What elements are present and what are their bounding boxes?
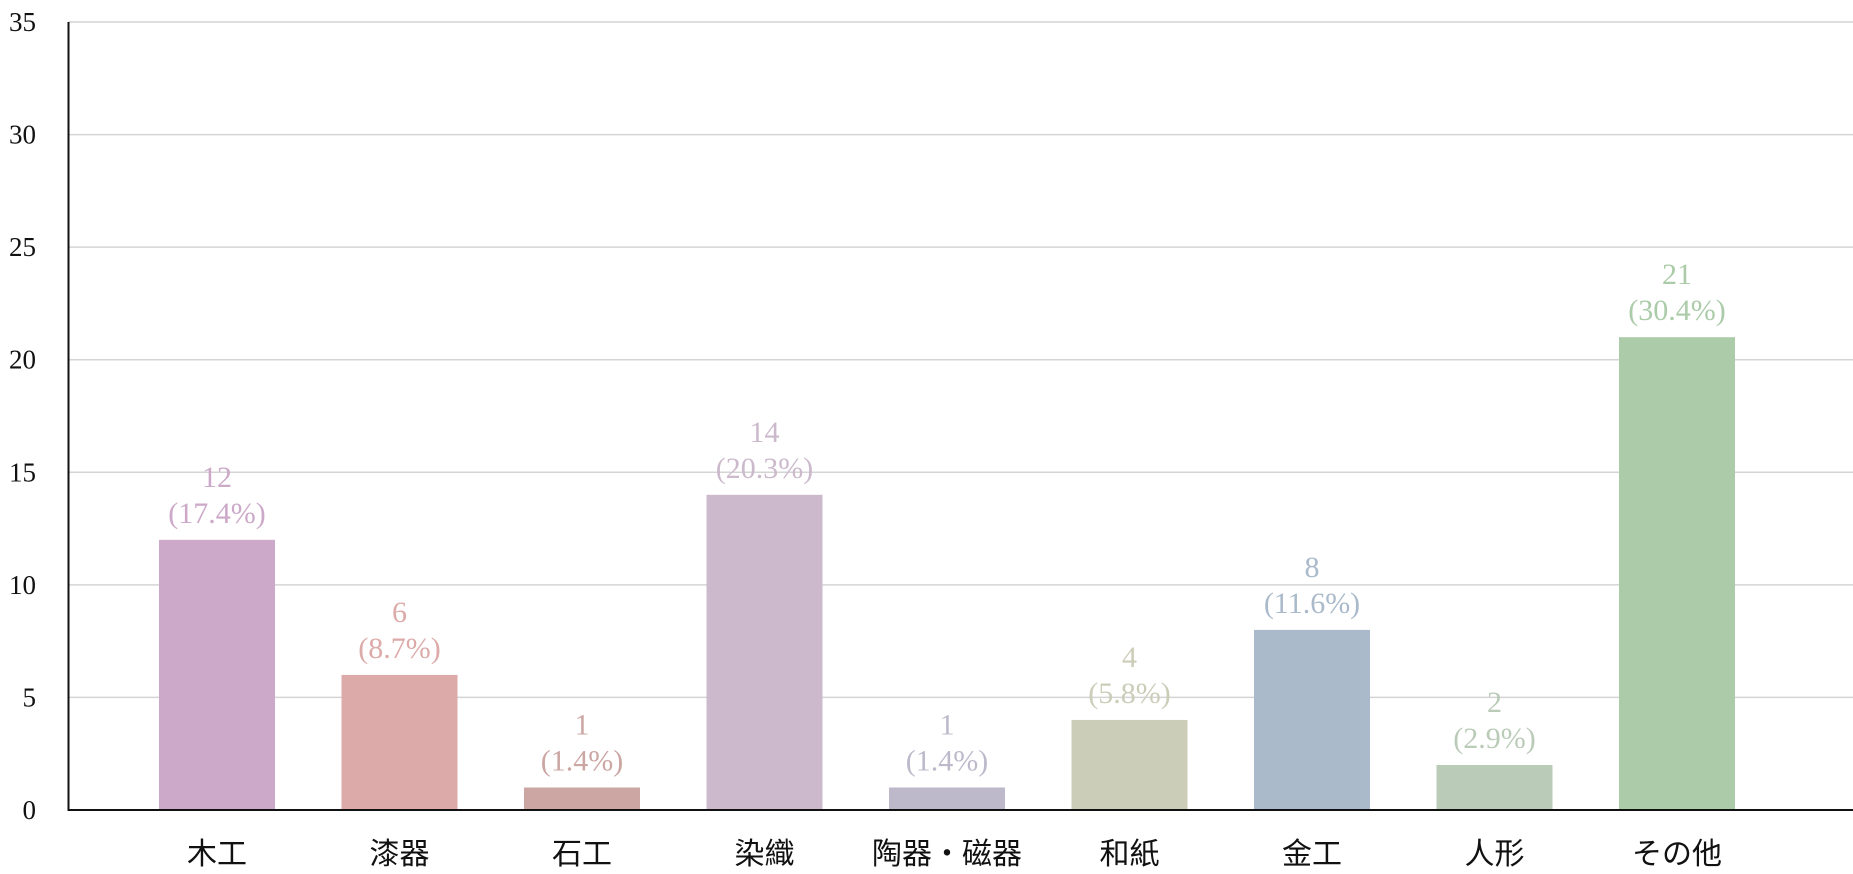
value-label: 1 — [575, 708, 590, 741]
bar — [889, 787, 1005, 810]
gridlines — [68, 21, 1853, 699]
bar — [524, 787, 640, 810]
category-label: 陶器・磁器 — [872, 837, 1022, 872]
y-axis-ticks: 0 5 10 15 20 25 30 35 — [9, 7, 36, 825]
category-label: 漆器 — [370, 837, 430, 872]
category-label: 石工 — [552, 837, 612, 872]
bar — [706, 494, 823, 810]
value-label: 14 — [750, 416, 780, 449]
percent-label: (11.6%) — [1264, 587, 1360, 620]
category-label: 金工 — [1282, 837, 1342, 872]
percent-label: (1.4%) — [541, 744, 623, 777]
y-tick-label: 30 — [9, 120, 36, 150]
y-tick-label: 5 — [23, 682, 37, 712]
bar — [1071, 719, 1188, 810]
bars — [159, 337, 1735, 810]
category-label: 人形 — [1465, 837, 1525, 872]
value-label: 4 — [1122, 641, 1137, 674]
bar — [159, 539, 275, 810]
y-tick-label: 0 — [23, 795, 37, 825]
percent-label: (8.7%) — [358, 632, 440, 665]
bar — [1436, 764, 1553, 810]
value-label: 8 — [1305, 551, 1320, 584]
bar — [1254, 629, 1370, 810]
value-label: 2 — [1487, 686, 1502, 719]
percent-label: (30.4%) — [1628, 294, 1725, 327]
y-tick-label: 35 — [9, 7, 36, 37]
y-tick-label: 20 — [9, 345, 36, 375]
y-tick-label: 10 — [9, 570, 36, 600]
percent-label: (5.8%) — [1088, 677, 1170, 710]
percent-label: (17.4%) — [168, 497, 265, 530]
bar — [341, 674, 458, 810]
value-label: 6 — [392, 596, 407, 629]
percent-label: (20.3%) — [716, 452, 813, 485]
y-tick-label: 25 — [9, 232, 36, 262]
y-tick-label: 15 — [9, 457, 36, 487]
category-label: 木工 — [187, 837, 247, 872]
percent-label: (1.4%) — [906, 744, 988, 777]
category-label: その他 — [1632, 837, 1722, 872]
data-labels: 12(17.4%)6(8.7%)1(1.4%)14(20.3%)1(1.4%)4… — [168, 258, 1725, 777]
x-axis-categories: 木工 漆器 石工 染織 陶器・磁器 和紙 金工 人形 その他 — [187, 837, 1722, 872]
value-label: 12 — [202, 461, 232, 494]
bar — [1619, 337, 1735, 810]
percent-label: (2.9%) — [1453, 722, 1535, 755]
category-label: 和紙 — [1100, 837, 1160, 872]
category-label: 染織 — [735, 837, 795, 872]
value-label: 21 — [1662, 258, 1692, 291]
value-label: 1 — [940, 708, 955, 741]
